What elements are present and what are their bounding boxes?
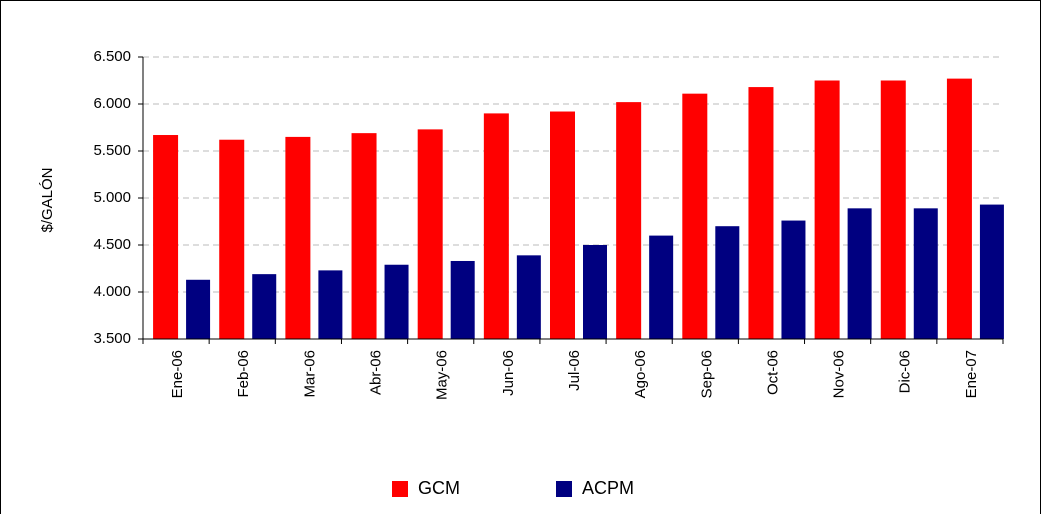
bar bbox=[285, 136, 311, 339]
legend-swatch bbox=[556, 481, 572, 497]
legend-label: GCM bbox=[418, 478, 460, 498]
bar bbox=[252, 274, 277, 339]
bar bbox=[153, 135, 179, 339]
y-tick-label: 6.500 bbox=[93, 48, 131, 65]
bar bbox=[979, 204, 1004, 339]
y-axis-label: $/GALÓN bbox=[39, 167, 56, 232]
x-tick-label: Feb-06 bbox=[235, 350, 252, 398]
bar bbox=[682, 93, 708, 339]
x-tick-label: Ene-06 bbox=[169, 350, 186, 398]
bar bbox=[715, 226, 740, 339]
y-tick-label: 5.500 bbox=[93, 142, 131, 159]
x-tick-label: May-06 bbox=[434, 350, 451, 400]
bar bbox=[649, 235, 674, 339]
bar bbox=[913, 208, 938, 339]
y-tick-label: 5.000 bbox=[93, 189, 131, 206]
x-tick-label: Jun-06 bbox=[500, 350, 517, 396]
bar bbox=[847, 208, 872, 339]
bar bbox=[351, 133, 377, 339]
x-tick-label: Ene-07 bbox=[963, 350, 980, 398]
bar bbox=[483, 113, 509, 340]
x-tick-label: Mar-06 bbox=[301, 350, 318, 398]
bar bbox=[417, 129, 443, 339]
x-tick-label: Ago-06 bbox=[632, 350, 649, 398]
bar bbox=[616, 102, 642, 340]
bar bbox=[583, 245, 607, 339]
legend-swatch bbox=[392, 481, 408, 497]
bar bbox=[450, 260, 475, 339]
bar bbox=[880, 80, 906, 339]
bar bbox=[318, 270, 343, 339]
y-tick-label: 3.500 bbox=[93, 330, 131, 347]
legend-label: ACPM bbox=[582, 478, 634, 498]
bar bbox=[781, 220, 806, 339]
x-tick-label: Nov-06 bbox=[831, 350, 848, 398]
bar bbox=[550, 111, 575, 340]
bar bbox=[814, 80, 840, 339]
x-tick-label: Abr-06 bbox=[368, 350, 385, 395]
x-tick-label: Oct-06 bbox=[764, 350, 781, 395]
y-tick-label: 4.500 bbox=[93, 236, 131, 253]
x-tick-label: Dic-06 bbox=[897, 350, 914, 393]
y-tick-label: 4.000 bbox=[93, 283, 131, 300]
bar bbox=[186, 279, 211, 339]
bar bbox=[219, 139, 245, 339]
x-tick-label: Sep-06 bbox=[698, 350, 715, 398]
bar bbox=[748, 87, 774, 339]
bar bbox=[946, 78, 972, 340]
y-tick-label: 6.000 bbox=[93, 95, 131, 112]
bar bbox=[384, 264, 409, 339]
x-tick-label: Jul-06 bbox=[566, 350, 583, 391]
bar bbox=[516, 255, 541, 339]
